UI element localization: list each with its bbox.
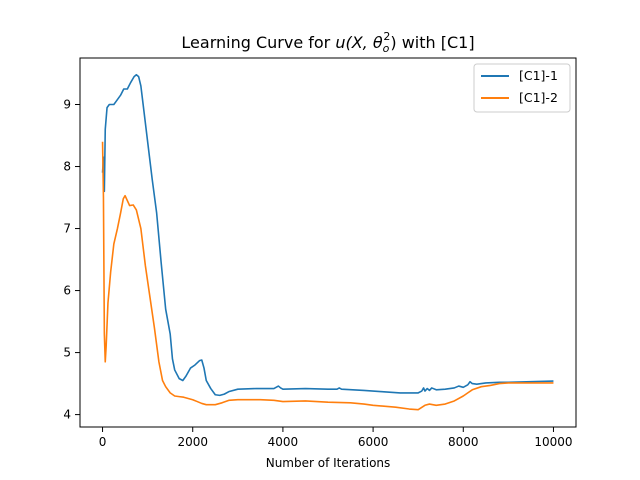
chart-title: Learning Curve for u(X, θo2) with [C1] xyxy=(181,30,474,55)
x-tick-label: 0 xyxy=(99,435,107,449)
chart-title-math-close: ) xyxy=(390,33,396,52)
y-axis-ticks: 4 5 6 7 8 9 xyxy=(63,98,80,422)
y-tick-label: 6 xyxy=(63,284,71,298)
plot-area xyxy=(80,58,576,427)
x-axis-ticks: 0 2000 4000 6000 8000 10000 xyxy=(99,427,573,449)
x-tick-label: 2000 xyxy=(177,435,208,449)
legend-label-series-1: [C1]-1 xyxy=(519,68,558,83)
plot-frame xyxy=(79,57,577,428)
y-tick-label: 8 xyxy=(63,160,71,174)
x-tick-label: 10000 xyxy=(534,435,572,449)
series-line-2 xyxy=(101,141,554,411)
y-tick-label: 9 xyxy=(63,98,71,112)
chart-title-prefix: Learning Curve for xyxy=(181,33,335,52)
legend-label-series-2: [C1]-2 xyxy=(519,90,558,105)
chart-title-math-sub: o xyxy=(383,42,390,55)
x-tick-label: 4000 xyxy=(268,435,299,449)
y-tick-label: 5 xyxy=(63,346,71,360)
series-line-1 xyxy=(101,73,554,397)
y-tick-label: 7 xyxy=(63,222,71,236)
chart-title-suffix: with [C1] xyxy=(397,33,475,52)
x-axis-label: Number of Iterations xyxy=(266,456,391,470)
chart-title-math-open: u(X, θ xyxy=(335,33,383,52)
x-tick-label: 8000 xyxy=(448,435,479,449)
x-tick-label: 6000 xyxy=(358,435,389,449)
series-layer xyxy=(101,73,554,411)
chart-title-math-sup: 2 xyxy=(383,30,390,43)
y-tick-label: 4 xyxy=(63,408,71,422)
legend: [C1]-1 [C1]-2 xyxy=(473,63,571,113)
